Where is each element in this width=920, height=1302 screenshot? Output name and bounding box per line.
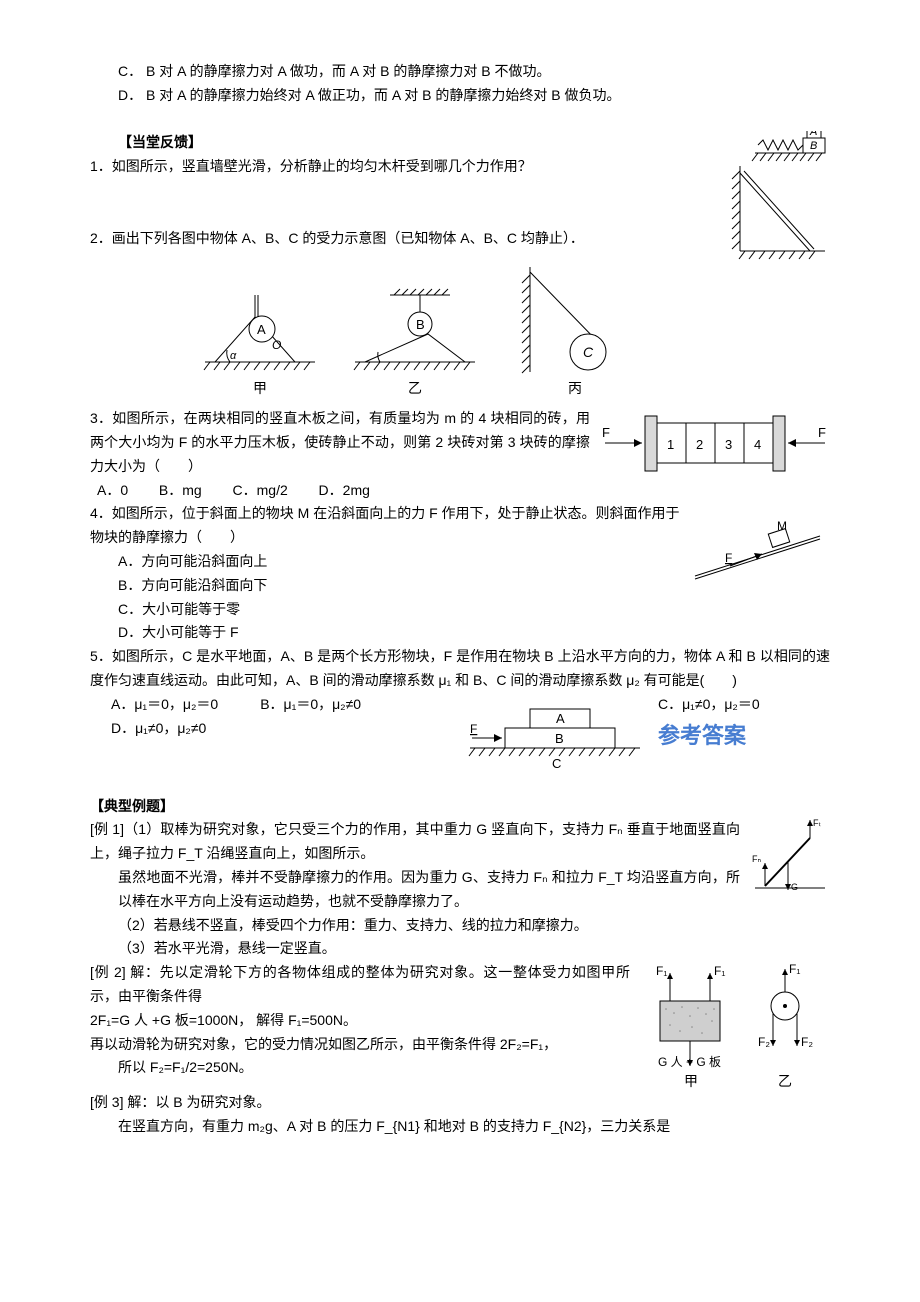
svg-text:F: F [470, 722, 477, 736]
svg-text:O: O [272, 338, 281, 352]
svg-text:2: 2 [696, 437, 703, 452]
svg-text:乙: 乙 [778, 1073, 792, 1089]
answers-heading: 参考答案 [658, 717, 830, 754]
svg-text:F₂: F₂ [801, 1035, 813, 1049]
svg-text:F₁: F₁ [789, 962, 800, 976]
svg-text:Fₜ: Fₜ [813, 818, 821, 828]
opt-text: B 对 A 的静摩擦力始终对 A 做正功，而 A 对 B 的静摩擦力始终对 B … [146, 87, 621, 103]
ex1-figure: Fₙ G Fₜ [750, 818, 830, 898]
figure-jia: α A O 甲 [200, 287, 320, 401]
svg-text:B: B [555, 731, 564, 746]
ex1-p4: （3）若水平光滑，悬线一定竖直。 [90, 937, 830, 961]
ex1-p1: [例 1]（1）取棒为研究对象，它只受三个力的作用，其中重力 G 竖直向下，支持… [90, 818, 830, 866]
svg-text:3: 3 [725, 437, 732, 452]
q5-b: B．μ₁＝0，μ₂≠0 [260, 693, 361, 717]
examples-heading: 【典型例题】 [90, 795, 830, 819]
q5-a: A．μ₁＝0，μ₂＝0 [111, 693, 218, 717]
svg-text:F₂: F₂ [758, 1035, 770, 1049]
q3-figure: 1 2 3 4 F F [600, 411, 830, 481]
svg-text:F: F [725, 551, 732, 565]
q5-stem: 5．如图所示，C 是水平地面，A、B 是两个长方形物块，F 是作用在物块 B 上… [90, 645, 830, 693]
svg-text:Fₙ: Fₙ [752, 854, 761, 864]
ex3-p2: 在竖直方向，有重力 m₂g、A 对 B 的压力 F_{N1} 和地对 B 的支持… [90, 1115, 830, 1139]
q3-c: C．mg/2 [233, 479, 288, 503]
svg-text:B: B [810, 140, 817, 152]
q3-options: A．0 B．mg C．mg/2 D．2mg [90, 479, 590, 503]
ex1-p2: 虽然地面不光滑，棒并不受静摩擦力的作用。因为重力 G、支持力 Fₙ 和拉力 F_… [90, 866, 830, 914]
svg-text:C: C [552, 756, 561, 771]
q3-b: B．mg [159, 479, 202, 503]
top-option-d: D． B 对 A 的静摩擦力始终对 A 做正功，而 A 对 B 的静摩擦力始终对… [90, 84, 830, 108]
ex1-p3: （2）若悬线不竖直，棒受四个力作用：重力、支持力、线的拉力和摩擦力。 [90, 914, 830, 938]
svg-text:M: M [777, 519, 787, 533]
opt-label: D． [118, 87, 142, 103]
svg-text:B: B [416, 317, 425, 332]
q3-d: D．2mg [319, 479, 370, 503]
svg-text:F₁: F₁ [656, 964, 667, 978]
ex3-p1: [例 3] 解：以 B 为研究对象。 [90, 1091, 830, 1115]
svg-text:G: G [791, 882, 798, 892]
opt-text: B 对 A 的静摩擦力对 A 做功，而 A 对 B 的静摩擦力对 B 不做功。 [146, 63, 551, 79]
q3-a: A．0 [97, 479, 128, 503]
top-option-c: C． B 对 A 的静摩擦力对 A 做功，而 A 对 B 的静摩擦力对 B 不做… [90, 60, 830, 84]
opt-label: C． [118, 63, 142, 79]
svg-text:F: F [602, 425, 610, 440]
q4-figure: M F [690, 516, 830, 586]
svg-text:甲: 甲 [684, 1073, 698, 1089]
fig-label-yi: 乙 [350, 377, 480, 401]
svg-text:1: 1 [667, 437, 674, 452]
q5-c: C．μ₁≠0，μ₂＝0 [658, 693, 830, 717]
figure-yi: B 乙 [350, 287, 480, 401]
svg-text:4: 4 [754, 437, 761, 452]
q2-figures: α A O 甲 B [200, 267, 830, 401]
fig-label-jia: 甲 [200, 377, 320, 401]
q4-c: C．大小可能等于零 [90, 598, 830, 622]
svg-text:A: A [809, 131, 817, 138]
q5-figure: C B A F [460, 693, 650, 771]
svg-text:A: A [257, 322, 266, 337]
q4-d: D．大小可能等于 F [90, 621, 830, 645]
svg-text:F₁: F₁ [714, 964, 725, 978]
figure-bing: C 丙 [510, 267, 640, 401]
fig-label-bing: 丙 [510, 377, 640, 401]
svg-text:α: α [230, 350, 237, 362]
svg-text:F: F [818, 425, 826, 440]
ex2-figure: F₁ F₁ G 人 + G 板 甲 F₁ F₂ F₂ 乙 [640, 961, 830, 1091]
q5-d: D．μ₁≠0，μ₂≠0 [111, 720, 206, 736]
svg-text:A: A [556, 711, 565, 726]
q1-figure: B A [710, 131, 830, 261]
svg-text:C: C [583, 344, 594, 360]
svg-text:G 人 + G 板: G 人 + G 板 [658, 1055, 721, 1069]
